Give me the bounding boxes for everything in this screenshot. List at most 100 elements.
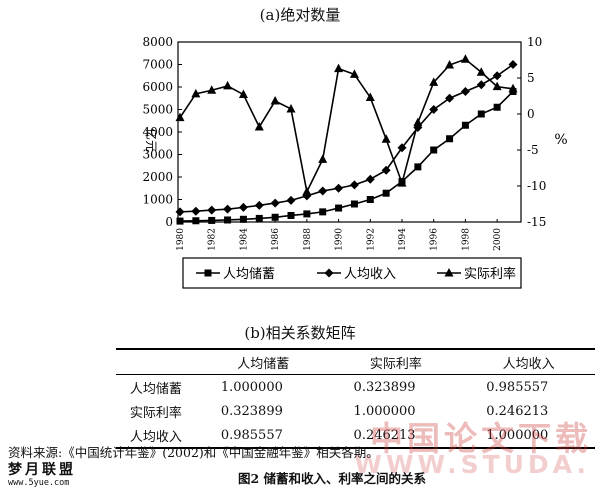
data-point-triangle bbox=[476, 67, 486, 76]
data-point-diamond bbox=[238, 202, 248, 212]
data-point-square bbox=[176, 217, 184, 225]
data-point-square bbox=[303, 210, 311, 218]
x-tick-label: 1984 bbox=[239, 228, 249, 251]
data-point-diamond bbox=[381, 165, 391, 175]
data-point-triangle bbox=[238, 89, 248, 99]
y-left-tick-label: 1000 bbox=[142, 193, 173, 207]
data-point-triangle bbox=[302, 186, 312, 196]
table-header-cell: 人均收入 bbox=[462, 348, 595, 375]
data-point-triangle bbox=[191, 88, 201, 98]
data-point-triangle bbox=[381, 134, 391, 143]
data-point-diamond bbox=[429, 105, 439, 114]
y-left-axis-label: 亿元 bbox=[144, 128, 159, 152]
x-tick-label: 1998 bbox=[461, 228, 471, 251]
x-tick-label: 1988 bbox=[303, 228, 313, 251]
data-point-diamond bbox=[270, 198, 280, 208]
data-point-triangle bbox=[175, 112, 185, 122]
source-note: 资料来源:《中国统计年鉴》(2002)和《中国金融年鉴》相关各期。 bbox=[8, 445, 379, 460]
data-point-square bbox=[224, 216, 232, 224]
table-header-cell: 实际利率 bbox=[329, 348, 463, 375]
logo-url: www.5yue.com bbox=[8, 478, 70, 488]
data-point-triangle bbox=[207, 85, 217, 94]
data-point-diamond bbox=[286, 195, 296, 205]
data-point-diamond bbox=[365, 174, 375, 184]
table-cell: 1.000000 bbox=[462, 423, 595, 449]
row-header: 人均储蓄 bbox=[129, 381, 182, 397]
y-right-tick-label: 5 bbox=[527, 71, 535, 85]
data-point-square bbox=[204, 269, 212, 277]
x-tick-label: 2000 bbox=[493, 228, 503, 251]
table-row: 人均收入 0.985557 0.246213 1.000000 bbox=[116, 423, 595, 449]
data-point-triangle bbox=[365, 92, 375, 101]
data-point-square bbox=[477, 110, 485, 118]
y-right-axis-label: % bbox=[554, 132, 567, 148]
series-line-diamond bbox=[179, 63, 514, 213]
data-point-square bbox=[461, 121, 469, 129]
data-point-diamond bbox=[349, 180, 359, 190]
data-point-diamond bbox=[508, 60, 518, 69]
table-cell: 0.323899 bbox=[220, 403, 283, 419]
data-point-diamond bbox=[207, 205, 217, 215]
data-point-diamond bbox=[334, 183, 344, 193]
data-point-triangle bbox=[460, 54, 470, 63]
data-point-triangle bbox=[508, 83, 518, 93]
y-left-tick-label: 6000 bbox=[142, 80, 173, 94]
table-cell: 0.985557 bbox=[196, 423, 330, 449]
table-row: 人均储蓄 1.000000 0.323899 0.985557 bbox=[116, 375, 595, 400]
data-point-square bbox=[382, 189, 390, 197]
data-point-diamond bbox=[397, 143, 407, 153]
data-point-square bbox=[287, 211, 295, 219]
data-point-square bbox=[239, 215, 247, 223]
data-point-diamond bbox=[175, 207, 185, 217]
data-point-square bbox=[335, 204, 343, 212]
table-title: (b)相关系数矩阵 bbox=[244, 324, 356, 342]
x-tick-label: 1994 bbox=[398, 228, 408, 251]
data-point-diamond bbox=[324, 268, 334, 278]
data-point-triangle bbox=[270, 96, 280, 105]
correlation-table: 人均储蓄 实际利率 人均收入 人均储蓄 1.000000 0.323899 0.… bbox=[116, 348, 595, 449]
data-point-triangle bbox=[413, 117, 423, 127]
y-left-tick-label: 4000 bbox=[142, 125, 173, 139]
table-cell: 1.000000 bbox=[220, 379, 283, 395]
data-point-square bbox=[366, 196, 374, 203]
table-header-cell bbox=[116, 348, 197, 375]
data-point-square bbox=[271, 213, 279, 221]
y-right-tick-label: -10 bbox=[527, 179, 546, 193]
table-cell: 0.323899 bbox=[353, 379, 416, 395]
y-left-tick-label: 7000 bbox=[142, 58, 173, 72]
data-point-square bbox=[493, 103, 501, 111]
plot-frame bbox=[177, 41, 522, 223]
x-tick-label: 1996 bbox=[430, 228, 440, 251]
table-cell: 0.246213 bbox=[329, 423, 463, 449]
y-right-tick-label: -5 bbox=[527, 143, 539, 157]
row-header: 人均收入 bbox=[116, 423, 197, 449]
x-tick-label: 1980 bbox=[176, 228, 186, 251]
y-right-tick-label: 0 bbox=[527, 107, 535, 121]
y-left-tick-label: 3000 bbox=[142, 148, 173, 162]
data-point-square bbox=[208, 216, 216, 224]
data-point-triangle bbox=[334, 63, 344, 73]
data-point-triangle bbox=[492, 81, 502, 91]
watermark-text: 中国论文下载 bbox=[370, 419, 592, 458]
data-point-square bbox=[446, 135, 454, 143]
data-point-diamond bbox=[476, 80, 486, 90]
data-point-triangle bbox=[286, 103, 296, 113]
data-point-triangle bbox=[349, 69, 359, 78]
data-point-diamond bbox=[318, 186, 328, 196]
data-point-triangle bbox=[318, 154, 328, 163]
x-tick-label: 1982 bbox=[208, 228, 218, 251]
x-tick-label: 1992 bbox=[366, 228, 376, 251]
data-point-square bbox=[255, 214, 263, 222]
legend-box bbox=[182, 257, 522, 289]
figure-caption: 图2 储蓄和收入、利率之间的关系 bbox=[238, 471, 427, 486]
y-left-tick-label: 0 bbox=[165, 215, 173, 229]
x-tick-label: 1986 bbox=[271, 228, 281, 251]
data-point-square bbox=[430, 146, 438, 154]
data-point-square bbox=[414, 163, 422, 171]
data-point-triangle bbox=[397, 178, 407, 187]
data-point-triangle bbox=[254, 121, 264, 131]
table-cell: 0.246213 bbox=[486, 403, 549, 419]
y-right-tick-label: -15 bbox=[527, 215, 546, 229]
data-point-triangle bbox=[445, 60, 455, 69]
y-left-tick-label: 5000 bbox=[142, 103, 173, 117]
